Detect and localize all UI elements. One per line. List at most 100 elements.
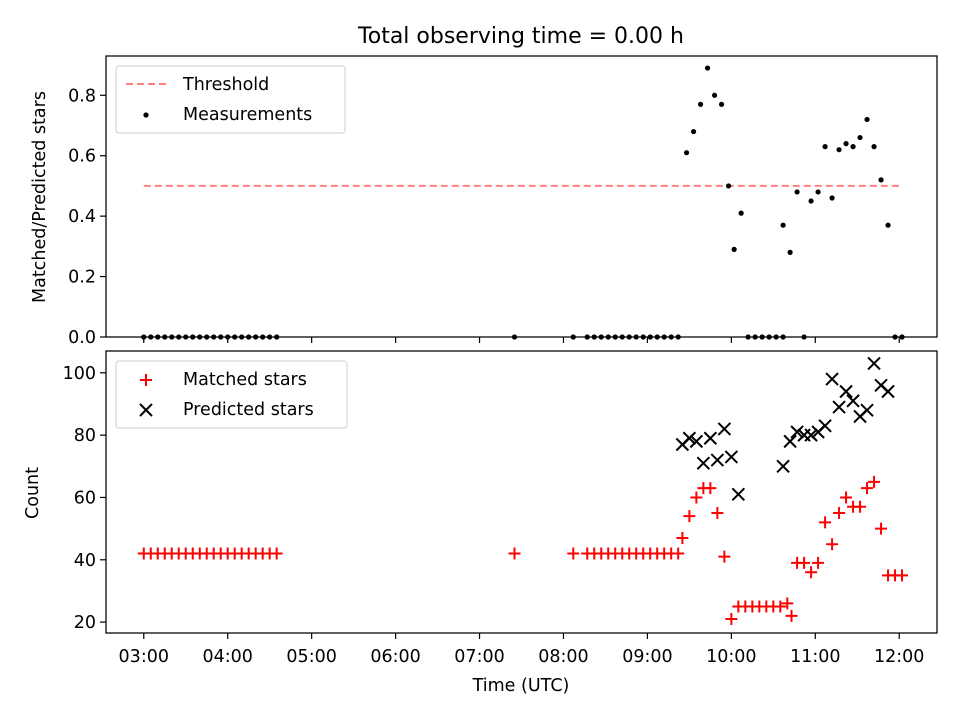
matched-star-point	[854, 500, 867, 513]
predicted-star-point	[717, 422, 732, 436]
predicted-star-point	[790, 425, 804, 439]
top-y-ticks: 0.0 0.2 0.4 0.6 0.8	[68, 86, 106, 348]
bottom-y-axis-label: Count	[23, 467, 43, 519]
bottom-y-ticks: 20 40 60 80 100	[63, 364, 106, 633]
bottom-x-tick-label: 07:00	[454, 647, 504, 667]
top-y-tick-label: 0.0	[68, 328, 96, 348]
legend-threshold-label: Threshold	[182, 75, 269, 95]
measurement-point	[794, 189, 800, 195]
top-y-tick-label: 0.6	[68, 147, 96, 167]
bottom-legend-box	[115, 360, 348, 429]
legend-matched-swatch	[140, 374, 152, 386]
matched-star-point	[774, 600, 787, 613]
matched-star-point	[896, 569, 909, 582]
bottom-x-tick-label: 11:00	[790, 647, 840, 667]
matched-star-point	[704, 482, 717, 495]
measurement-point	[829, 195, 835, 201]
matched-star-point	[718, 550, 731, 563]
top-y-tick-label: 0.4	[68, 207, 96, 227]
top-legend-box	[115, 65, 346, 134]
top-x-ticks	[143, 337, 900, 343]
bottom-x-axis-label: Time (UTC)	[472, 676, 570, 696]
measurement-point	[697, 101, 704, 107]
measurement-point	[704, 65, 711, 71]
predicted-star-point	[839, 384, 853, 399]
predicted-star-point	[860, 403, 874, 417]
measurement-point	[690, 128, 697, 135]
measurement-point	[738, 210, 744, 216]
predicted-star-point	[804, 428, 818, 442]
bottom-y-tick-label: 40	[74, 551, 96, 571]
top-y-tick-label: 0.2	[68, 268, 96, 288]
measurement-point	[822, 144, 828, 150]
figure-title: Total observing time = 0.00 h	[357, 24, 684, 49]
bottom-y-tick-label: 60	[74, 488, 96, 508]
bottom-y-tick-label: 20	[74, 613, 96, 633]
predicted-star-point	[724, 450, 739, 464]
predicted-star-point	[682, 431, 697, 445]
legend-matched-label: Matched stars	[183, 370, 307, 390]
measurement-point	[864, 116, 870, 123]
top-y-tick-label: 0.8	[68, 86, 96, 106]
bottom-x-tick-label: 05:00	[286, 647, 336, 667]
matched-star-point	[567, 547, 580, 560]
predicted-star-point	[703, 431, 718, 445]
bottom-legend: Matched stars Predicted stars	[115, 360, 348, 429]
matched-star-point	[798, 556, 811, 569]
predicted-star-point	[696, 456, 711, 470]
bottom-axes-frame	[105, 350, 938, 634]
bottom-y-tick-label: 100	[63, 364, 96, 384]
bottom-x-tick-label: 08:00	[538, 647, 588, 667]
bottom-x-tick-label: 04:00	[202, 647, 252, 667]
bottom-y-tick-label: 80	[74, 426, 96, 446]
measurement-point	[850, 144, 856, 150]
bottom-x-tick-label: 03:00	[119, 647, 169, 667]
matched-star-point	[711, 507, 724, 520]
measurement-point	[836, 147, 842, 153]
top-legend: Threshold Measurements	[115, 65, 346, 134]
measurement-point	[725, 183, 732, 189]
matched-star-point	[725, 612, 738, 625]
panel-top-ratio-chart: 0.00.20.40.60.8 Matched/Predicted stars …	[30, 55, 938, 348]
matched-star-point	[819, 516, 832, 529]
legend-measurements-swatch	[143, 112, 149, 118]
legend-predicted-swatch	[139, 403, 153, 417]
legend-predicted-label: Predicted stars	[183, 400, 314, 420]
matched-star-point	[840, 491, 853, 504]
bottom-x-tick-label: 12:00	[874, 647, 924, 667]
measurement-point	[787, 249, 793, 255]
matched-star-point	[868, 475, 881, 488]
matched-star-point	[781, 597, 794, 610]
matched-star-point	[826, 538, 839, 551]
matched-star-point	[676, 531, 689, 544]
matched-star-point	[672, 547, 685, 560]
legend-measurements-label: Measurements	[183, 105, 312, 125]
matched-star-point	[270, 547, 283, 560]
measurement-point	[878, 177, 884, 183]
matched-star-point	[861, 482, 874, 495]
measurement-point	[683, 150, 690, 156]
measurement-point	[843, 141, 849, 147]
measurement-point	[731, 246, 737, 252]
predicted-star-point	[689, 434, 704, 449]
predicted-star-point	[783, 434, 797, 449]
measurement-point	[885, 222, 891, 228]
matched-star-point	[833, 507, 846, 520]
predicted-star-point	[881, 384, 895, 399]
bottom-data-marks	[137, 356, 909, 625]
predicted-star-point	[867, 356, 881, 371]
predicted-star-point	[825, 372, 839, 386]
top-y-axis-label: Matched/Predicted stars	[30, 91, 50, 303]
predicted-star-point	[776, 459, 790, 474]
matched-star-point	[690, 491, 703, 504]
predicted-star-point	[731, 487, 746, 502]
measurement-point	[808, 198, 814, 204]
bottom-x-ticks: 03:00 04:00 05:00 06:00 07:00 08:00 09:00 10:00…	[119, 633, 924, 667]
bottom-x-tick-label: 09:00	[622, 647, 672, 667]
bottom-x-tick-label: 06:00	[370, 647, 420, 667]
measurement-point	[815, 189, 821, 195]
matched-star-point	[785, 609, 798, 622]
measurement-point	[780, 222, 786, 228]
predicted-star-point	[832, 400, 846, 414]
